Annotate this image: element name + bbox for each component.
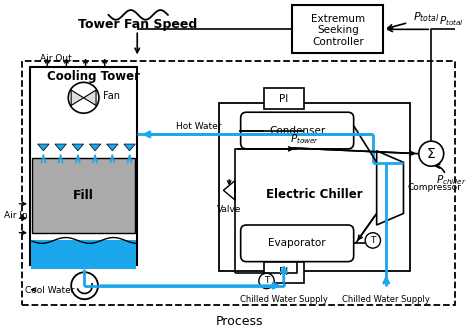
Text: Cooling Tower: Cooling Tower xyxy=(46,70,140,83)
Text: $P_{total}$: $P_{total}$ xyxy=(439,14,464,28)
Text: Air Out: Air Out xyxy=(39,54,71,63)
Polygon shape xyxy=(124,144,135,151)
Polygon shape xyxy=(55,144,66,151)
Polygon shape xyxy=(107,144,118,151)
Bar xyxy=(264,88,304,109)
Text: Chilled Water Supply: Chilled Water Supply xyxy=(342,295,430,304)
Polygon shape xyxy=(83,90,96,106)
Text: Seeking: Seeking xyxy=(317,25,359,35)
Text: Air In: Air In xyxy=(4,211,28,220)
Text: Chilled Water Supply: Chilled Water Supply xyxy=(240,295,328,304)
Text: T: T xyxy=(370,236,375,245)
Text: Controller: Controller xyxy=(312,37,364,47)
Circle shape xyxy=(71,272,98,299)
Text: Extremum: Extremum xyxy=(311,14,365,24)
Text: Tower Fan Speed: Tower Fan Speed xyxy=(78,18,197,31)
Polygon shape xyxy=(90,144,101,151)
Text: Valve: Valve xyxy=(217,205,241,214)
Circle shape xyxy=(68,82,99,113)
Text: Process: Process xyxy=(216,314,264,328)
Text: $P_{tower}$: $P_{tower}$ xyxy=(291,132,320,146)
Text: $P_{total}$: $P_{total}$ xyxy=(413,10,439,24)
Polygon shape xyxy=(37,144,49,151)
Text: Compressor: Compressor xyxy=(407,183,461,192)
Bar xyxy=(22,61,455,305)
Text: Electric Chiller: Electric Chiller xyxy=(266,188,363,201)
Text: Evaporator: Evaporator xyxy=(268,238,326,248)
Bar xyxy=(264,262,304,283)
Polygon shape xyxy=(377,151,403,225)
Text: $\Sigma$: $\Sigma$ xyxy=(426,147,436,161)
Bar xyxy=(292,5,383,53)
Circle shape xyxy=(419,141,444,166)
FancyBboxPatch shape xyxy=(241,112,354,149)
Text: Condenser: Condenser xyxy=(269,125,325,136)
Bar xyxy=(32,157,135,233)
Bar xyxy=(30,67,137,265)
Text: T: T xyxy=(264,277,269,285)
Text: PI: PI xyxy=(279,267,288,277)
Text: $P_{chiller}$: $P_{chiller}$ xyxy=(436,173,467,186)
Bar xyxy=(219,103,410,271)
Text: Fan: Fan xyxy=(103,91,120,101)
Polygon shape xyxy=(72,144,83,151)
Text: Cool Water: Cool Water xyxy=(25,286,75,295)
Circle shape xyxy=(365,233,381,248)
Circle shape xyxy=(259,273,274,289)
Bar xyxy=(31,241,137,269)
Polygon shape xyxy=(71,90,83,106)
FancyBboxPatch shape xyxy=(241,225,354,262)
Text: PI: PI xyxy=(279,94,288,104)
Polygon shape xyxy=(223,181,235,200)
Text: Hot Water: Hot Water xyxy=(175,122,221,131)
Text: Fill: Fill xyxy=(73,189,94,202)
